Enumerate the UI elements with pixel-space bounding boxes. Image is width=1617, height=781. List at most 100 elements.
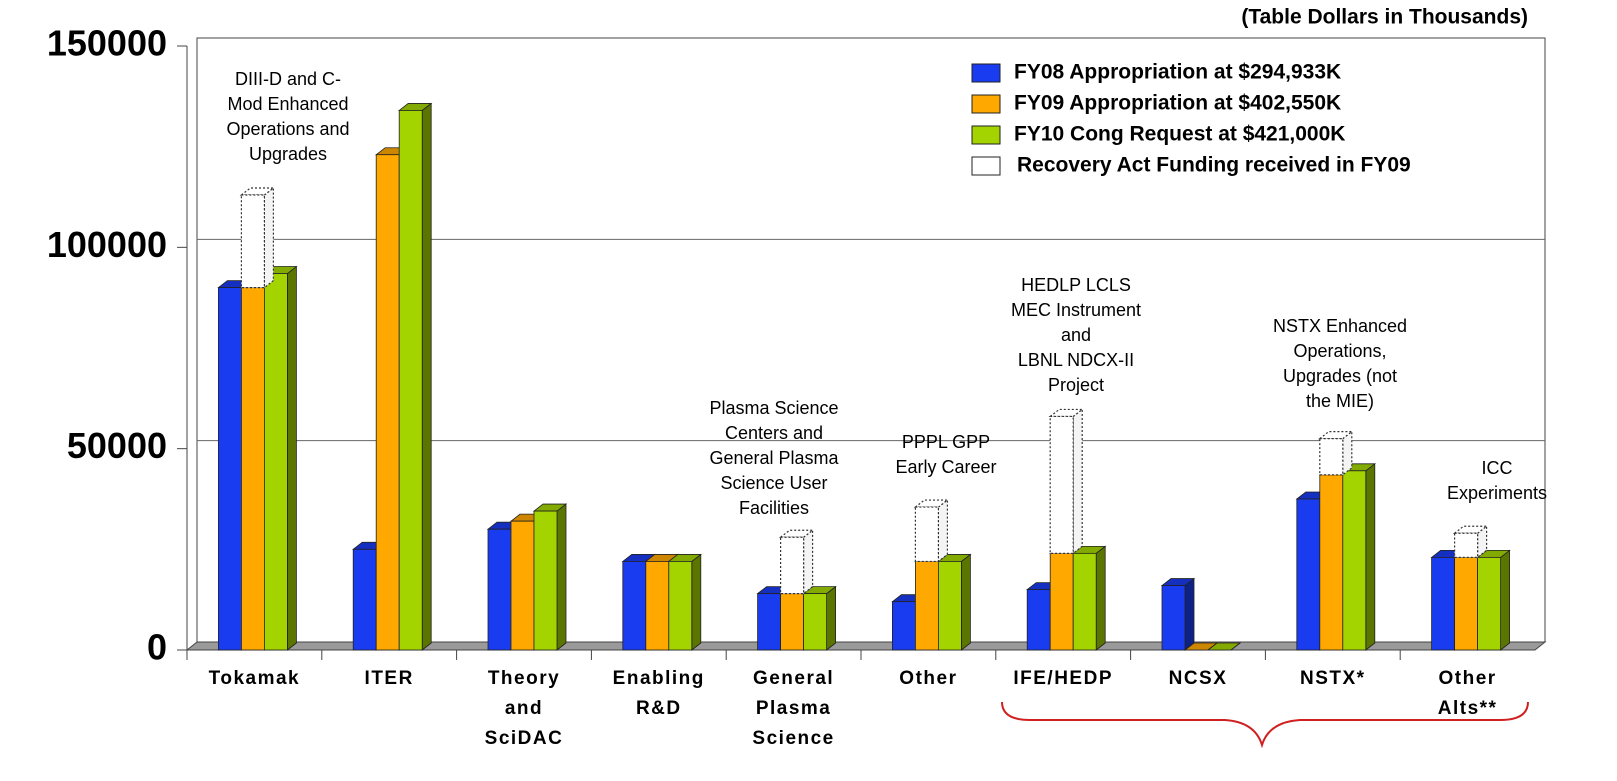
bar	[803, 593, 827, 651]
recovery-bar	[1049, 415, 1074, 554]
bar	[1454, 556, 1478, 651]
x-tick-label: IFE/HEDP	[1013, 668, 1113, 689]
y-tick-label: 150000	[47, 23, 167, 64]
recovery-bar	[1453, 532, 1479, 558]
bar-side	[556, 503, 567, 651]
bar	[1296, 498, 1321, 651]
bar-side	[1095, 545, 1106, 651]
bar	[263, 273, 288, 651]
bar	[915, 561, 939, 651]
annotation: Mod Enhanced	[227, 94, 348, 114]
legend-label: Recovery Act Funding received in FY09	[1017, 154, 1411, 177]
bar-side	[1342, 430, 1353, 477]
annotation: Experiments	[1447, 483, 1547, 503]
bar	[217, 287, 242, 651]
annotation: the MIE)	[1306, 391, 1374, 411]
bar	[487, 528, 512, 651]
bar	[375, 154, 400, 651]
annotation: Project	[1048, 375, 1104, 395]
recovery-bar	[779, 536, 805, 595]
x-tick-label: Theory and SciDAC	[485, 668, 564, 749]
bar-side	[421, 102, 432, 651]
bar-side	[287, 265, 297, 651]
annotation: Plasma Science	[709, 398, 838, 418]
annotation: General Plasma	[709, 448, 839, 468]
annotation: MEC Instrument	[1011, 300, 1141, 320]
bar	[645, 561, 670, 651]
bar-top	[1206, 642, 1242, 651]
legend-swatch	[971, 156, 1001, 176]
bar-side	[1072, 408, 1083, 555]
x-tick-label: NSTX*	[1300, 668, 1366, 689]
annotation: HEDLP LCLS	[1021, 275, 1131, 295]
bar	[1431, 556, 1455, 651]
annotation: DIII-D and C-	[235, 69, 341, 89]
bar	[892, 601, 916, 651]
y-tick-label: 100000	[47, 224, 167, 265]
annotation: Operations,	[1293, 341, 1386, 361]
y-tick-label: 0	[147, 627, 167, 668]
annotation: and	[1061, 325, 1091, 345]
bar-side	[1477, 525, 1488, 559]
recovery-bar	[1319, 438, 1344, 476]
bar	[1342, 470, 1367, 651]
legend-swatch	[971, 63, 1001, 83]
bar-side	[826, 585, 836, 651]
annotation: PPPL GPP	[902, 432, 990, 452]
bar	[1319, 474, 1344, 651]
y-tick-label: 50000	[67, 425, 167, 466]
bar	[533, 510, 558, 651]
legend-label: FY08 Appropriation at $294,933K	[1014, 61, 1341, 84]
x-tick-label: Other	[899, 668, 957, 689]
annotation: Upgrades	[249, 144, 327, 164]
x-tick-label: NCSX	[1169, 668, 1228, 689]
bracket	[1001, 701, 1529, 749]
legend-label: FY09 Appropriation at $402,550K	[1014, 92, 1341, 115]
bar-side	[691, 553, 702, 651]
bar-top	[778, 529, 815, 538]
bar-top	[1048, 408, 1084, 418]
bar-side	[961, 553, 971, 651]
bar	[1049, 552, 1074, 651]
bar	[1072, 552, 1097, 651]
bar	[938, 561, 962, 651]
x-tick-label: Enabling R&D	[613, 668, 705, 719]
recovery-bar	[914, 506, 940, 563]
bar	[780, 593, 804, 651]
bar	[398, 110, 423, 651]
x-tick-label: Other Alts**	[1438, 668, 1498, 719]
bar-side	[1184, 577, 1195, 651]
annotation: Upgrades (not	[1283, 366, 1397, 386]
annotation: LBNL NDCX-II	[1018, 350, 1134, 370]
bar-side	[937, 498, 948, 563]
annotation: Early Career	[895, 457, 996, 477]
bar-top	[913, 499, 950, 508]
bar	[757, 593, 781, 651]
bar	[352, 548, 377, 651]
annotation: Science User	[720, 473, 827, 493]
bar-side	[1500, 549, 1510, 651]
bar-side	[803, 529, 814, 595]
legend-label: FY10 Cong Request at $421,000K	[1014, 123, 1345, 146]
bar	[1477, 556, 1501, 651]
legend-swatch	[971, 125, 1001, 145]
annotation: ICC	[1482, 458, 1513, 478]
annotation: Operations and	[226, 119, 349, 139]
annotation: NSTX Enhanced	[1273, 316, 1407, 336]
bar	[1026, 589, 1051, 651]
bar	[622, 561, 647, 651]
bar-side	[1365, 462, 1376, 651]
annotation: Centers and	[725, 423, 823, 443]
x-tick-label: General Plasma Science	[752, 668, 834, 749]
recovery-bar	[240, 194, 265, 289]
bar	[668, 561, 693, 651]
bar	[240, 287, 265, 651]
x-tick-label: Tokamak	[209, 668, 300, 689]
bar	[1161, 585, 1186, 651]
bar-side	[263, 186, 274, 289]
subtitle: (Table Dollars in Thousands)	[1241, 6, 1528, 29]
bar	[510, 520, 535, 651]
annotation: Facilities	[739, 498, 809, 518]
x-tick-label: ITER	[365, 668, 414, 689]
